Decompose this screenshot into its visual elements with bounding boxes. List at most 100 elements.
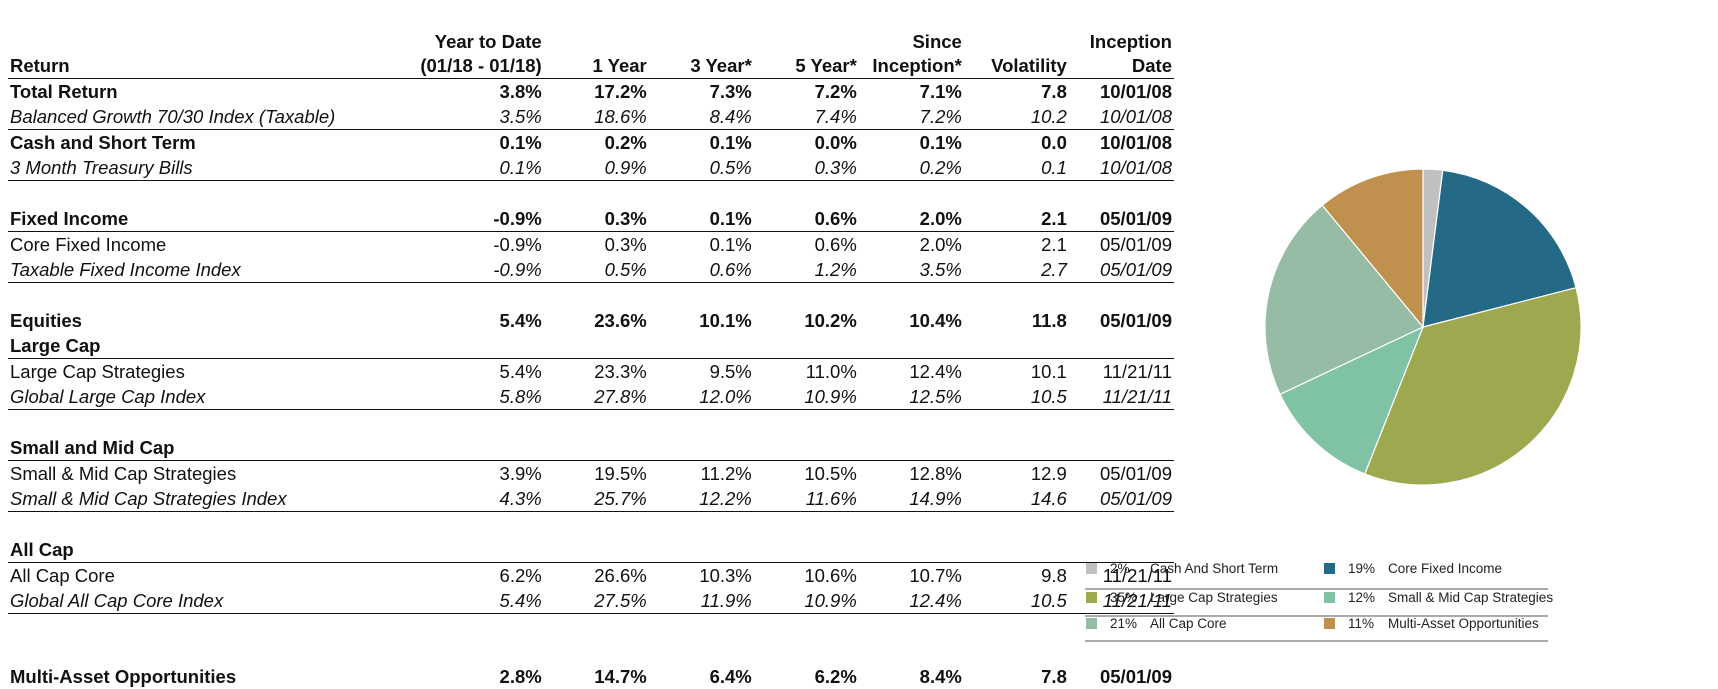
spacer-row	[8, 283, 1174, 309]
value-cell: 18.6%	[543, 104, 649, 130]
value-cell: 10.5%	[804, 463, 857, 484]
table-row: Large Cap	[8, 333, 1174, 359]
value-cell: 12.4%	[909, 361, 962, 382]
value-cell: 17.2%	[594, 81, 647, 102]
table-row: Fixed Income -0.9% 0.3% 0.1% 0.6% 2.0% 2.1 05/0…	[8, 206, 1174, 232]
value-cell	[858, 435, 964, 461]
legend-percent: 19%	[1348, 561, 1375, 576]
value-cell: 9.8	[1041, 565, 1067, 586]
legend-label: Cash And Short Term	[1150, 561, 1278, 576]
value-cell: 0.9%	[543, 155, 649, 181]
column-header: 5 Year*	[753, 30, 859, 79]
column-header: 3 Year*	[648, 30, 754, 79]
value-cell: 0.1%	[919, 132, 962, 153]
table-row: Equities 5.4% 23.6% 10.1% 10.2% 10.4% 11.8 05/0…	[8, 308, 1174, 333]
table-row: Large Cap Strategies 5.4% 23.3% 9.5% 11.0% 12…	[8, 359, 1174, 385]
value-cell: 05/01/09	[1068, 206, 1174, 232]
value-cell: 0.6%	[814, 234, 857, 255]
table-row: All Cap Core 6.2% 26.6% 10.3% 10.6% 10.7% 9.8 1…	[8, 563, 1174, 589]
legend-swatch	[1324, 618, 1335, 629]
value-cell: 2.1	[1041, 234, 1067, 255]
row-label-cell: Small & Mid Cap Strategies Index	[8, 486, 366, 512]
value-cell: 11/21/11	[1068, 384, 1174, 410]
value-cell: 10.1%	[699, 310, 752, 331]
legend-percent: 11%	[1348, 616, 1374, 631]
value-cell: 12.5%	[858, 384, 964, 410]
legend-swatch	[1086, 563, 1097, 574]
row-label-cell: Taxable Fixed Income Index	[8, 257, 366, 283]
value-cell	[753, 333, 859, 359]
value-cell: 10.2	[963, 104, 1069, 130]
value-cell	[1068, 435, 1174, 461]
value-cell: 25.7%	[543, 486, 649, 512]
value-cell: -0.9%	[365, 257, 544, 283]
value-cell: 2.0%	[858, 206, 964, 232]
table-row: Global Large Cap Index 5.8% 27.8% 12.0% 10.9…	[8, 384, 1174, 410]
table-row: Global All Cap Core Index 5.4% 27.5% 11.9% 1…	[8, 588, 1174, 614]
value-cell: 7.2%	[814, 81, 857, 102]
value-cell	[753, 435, 859, 461]
value-cell: 5.4%	[365, 588, 544, 614]
pie-slice	[1279, 325, 1425, 475]
value-cell: 5.4%	[499, 310, 542, 331]
value-cell: 11.0%	[805, 361, 857, 382]
table-header-row: Return Year to Date (01/18 - 01/18) 1 Yea…	[8, 30, 1174, 79]
spacer-row	[8, 512, 1174, 538]
spacer-cell	[8, 614, 1174, 640]
value-cell	[858, 537, 964, 563]
spacer-row	[8, 639, 1174, 664]
value-cell: 7.2%	[858, 104, 964, 130]
value-cell: 3.5%	[858, 257, 964, 283]
value-cell	[1068, 537, 1174, 563]
row-label-cell: Total Return	[10, 81, 118, 102]
performance-table: Return Year to Date (01/18 - 01/18) 1 Yea…	[8, 30, 1174, 689]
value-cell: 10.4%	[909, 310, 962, 331]
allocation-pie-chart: 2% Cash And Short Term 19% Core Fixed Incom…	[1085, 168, 1582, 642]
value-cell: 0.5%	[543, 257, 649, 283]
value-cell	[963, 435, 1069, 461]
value-cell	[543, 435, 649, 461]
value-cell: 3.5%	[365, 104, 544, 130]
legend-swatch	[1324, 563, 1335, 574]
table-row: Core Fixed Income -0.9% 0.3% 0.1% 0.6% 2.0% 2.…	[8, 232, 1174, 258]
value-cell: 05/01/09	[1099, 234, 1172, 255]
value-cell: 7.8	[1041, 81, 1067, 102]
value-cell: 0.6%	[648, 257, 754, 283]
row-label-cell: All Cap Core	[10, 565, 115, 586]
row-label-cell: Balanced Growth 70/30 Index (Taxable)	[8, 104, 366, 130]
legend-swatch	[1086, 592, 1097, 603]
row-label-cell: Small and Mid Cap	[8, 435, 366, 461]
legend-percent: 35%	[1110, 590, 1137, 605]
column-header: Since Inception*	[858, 30, 964, 79]
value-cell: 0.5%	[648, 155, 754, 181]
table-row: Small & Mid Cap Strategies Index 4.3% 25.7…	[8, 486, 1174, 512]
value-cell: 0.1%	[709, 234, 752, 255]
value-cell: 0.3%	[753, 155, 859, 181]
value-cell: 05/01/09	[1068, 486, 1174, 512]
value-cell: 5.4%	[499, 361, 542, 382]
row-label-cell: Global Large Cap Index	[8, 384, 366, 410]
value-cell: 12.9	[1030, 463, 1067, 484]
row-label-cell: Core Fixed Income	[10, 234, 167, 255]
table-row: Total Return 3.8% 17.2% 7.3% 7.2% 7.1% 7.8 10/0…	[8, 79, 1174, 105]
table-row: 3 Month Treasury Bills 0.1% 0.9% 0.5% 0.3% 0.…	[8, 155, 1174, 181]
value-cell: 2.0%	[919, 234, 962, 255]
value-cell: 23.3%	[594, 361, 647, 382]
value-cell: 0.6%	[753, 206, 859, 232]
column-header: Year to Date (01/18 - 01/18)	[365, 30, 544, 79]
row-label-cell: Small & Mid Cap Strategies	[10, 463, 237, 484]
value-cell: 9.5%	[709, 361, 752, 382]
value-cell: 10/01/08	[1099, 132, 1172, 153]
value-cell: 4.3%	[365, 486, 544, 512]
value-cell	[963, 537, 1069, 563]
value-cell: 10.5	[963, 588, 1069, 614]
value-cell: 3.8%	[499, 81, 542, 102]
value-cell: 11/21/11	[1102, 361, 1172, 382]
value-cell: 7.4%	[753, 104, 859, 130]
value-cell: 11.9%	[648, 588, 754, 614]
legend-label: Core Fixed Income	[1388, 561, 1502, 576]
value-cell	[365, 537, 544, 563]
pie-slice	[1264, 204, 1424, 396]
pie-legend: 2% Cash And Short Term 19% Core Fixed Incom…	[1085, 561, 1553, 642]
legend-label: All Cap Core	[1150, 616, 1227, 631]
